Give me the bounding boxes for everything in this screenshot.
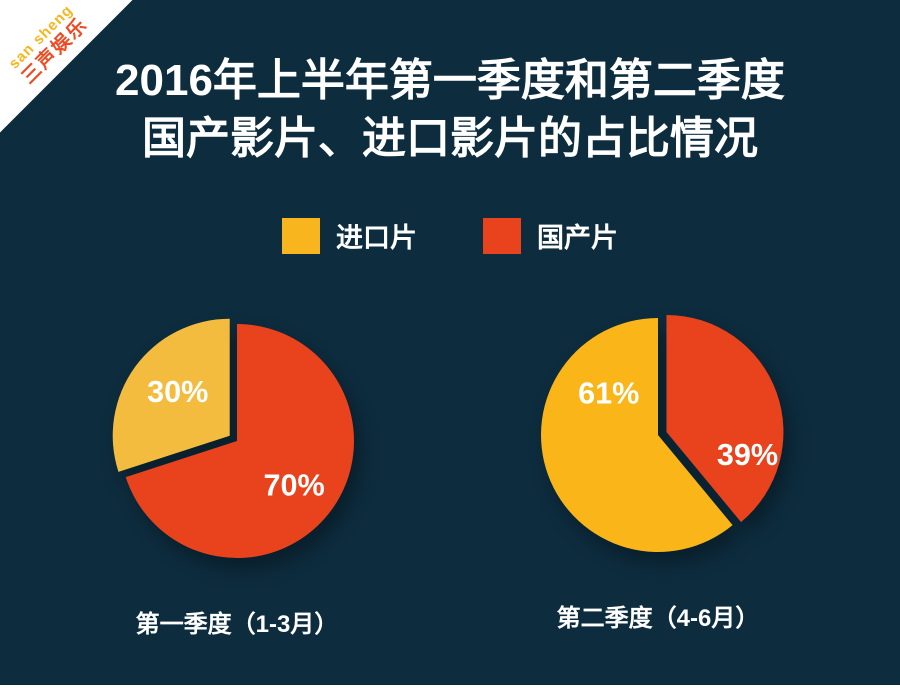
pie-figure-q1: 30% 70% 第一季度（1-3月） — [102, 306, 372, 639]
pie-caption-q1: 第一季度（1-3月） — [135, 611, 339, 638]
svg-text:39%: 39% — [717, 438, 778, 472]
legend-item-domestic: 国产片 — [483, 216, 618, 255]
brand-ribbon: san sheng 三声娱乐 — [0, 0, 170, 170]
pie-figure-q2: 61% 39% 第二季度（4-6月） — [523, 300, 793, 633]
legend-label-domestic: 国产片 — [537, 223, 618, 253]
pie-chart-q2: 61% 39% — [541, 314, 784, 552]
chart-title: 2016年上半年第一季度和第二季度 国产影片、进口影片的占比情况 — [0, 52, 900, 168]
svg-text:70%: 70% — [264, 469, 325, 503]
brand-ribbon-band: san sheng 三声娱乐 — [0, 0, 168, 164]
chart-title-line2: 国产影片、进口影片的占比情况 — [142, 114, 758, 164]
legend-label-imported: 进口片 — [336, 223, 417, 253]
bottom-border — [0, 685, 900, 693]
svg-text:61%: 61% — [578, 377, 639, 411]
legend-swatch-domestic-icon — [483, 217, 521, 254]
legend-swatch-imported-icon — [282, 217, 320, 254]
chart-legend: 进口片 国产片 — [0, 216, 900, 255]
pie-caption-q2: 第二季度（4-6月） — [556, 605, 760, 632]
pie-chart-q1: 30% 70% — [112, 318, 354, 558]
legend-item-imported: 进口片 — [282, 216, 417, 255]
chart-title-line1: 2016年上半年第一季度和第二季度 — [115, 56, 785, 105]
svg-text:30%: 30% — [147, 375, 208, 409]
